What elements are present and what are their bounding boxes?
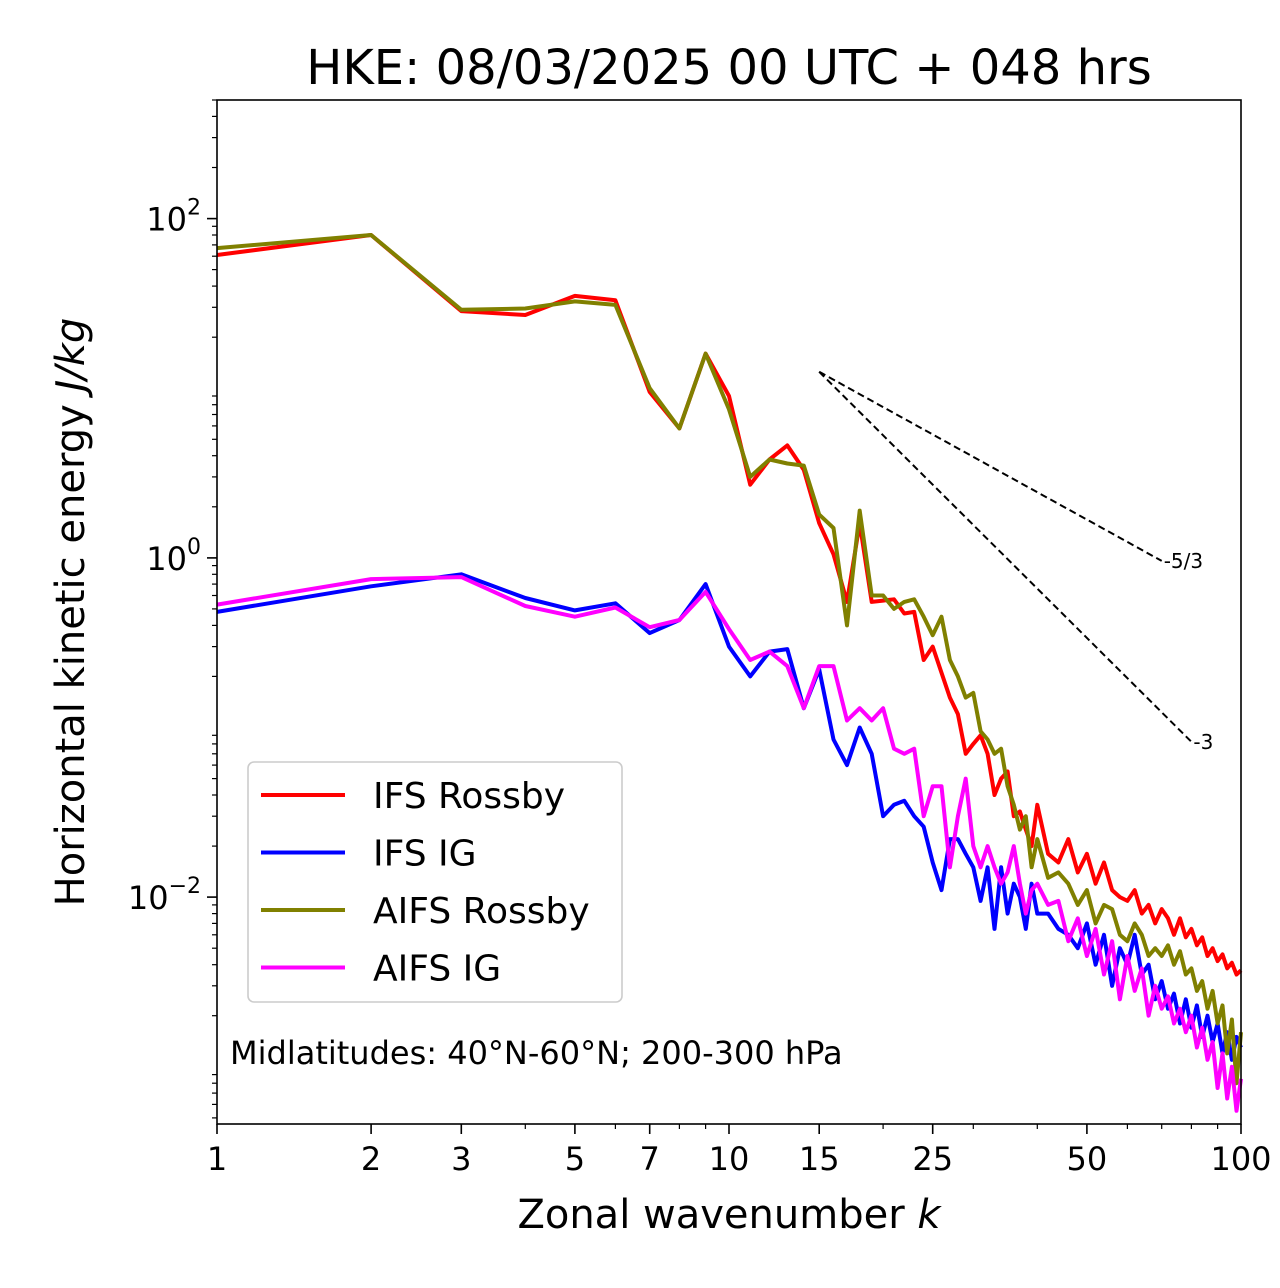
legend-label-ifs-rossby: IFS Rossby xyxy=(373,776,565,817)
x-tick-label: 10 xyxy=(709,1140,750,1178)
x-axis-label-variable: k xyxy=(917,1192,942,1238)
x-tick-label: 25 xyxy=(912,1140,953,1178)
legend-box xyxy=(247,761,623,1003)
y-axis-label-unit: J/kg xyxy=(48,318,94,399)
x-tick-label: 5 xyxy=(565,1140,585,1178)
reference-line-label-3: -3 xyxy=(1193,730,1213,754)
legend-label-aifs-rossby: AIFS Rossby xyxy=(373,891,590,932)
y-tick-label: 100 xyxy=(146,535,201,578)
legend: IFS Rossby IFS IG AIFS Rossby AIFS IG xyxy=(247,761,623,1003)
y-tick-label: 10−2 xyxy=(128,874,201,917)
legend-label-aifs-ig: AIFS IG xyxy=(373,949,501,990)
x-tick-label: 2 xyxy=(361,1140,381,1178)
plot-area xyxy=(216,233,1243,1113)
x-axis-label-text: Zonal wavenumber xyxy=(517,1192,917,1238)
y-axis-label-text: Horizontal kinetic energy xyxy=(48,392,94,907)
y-axis-label: Horizontal kinetic energy J/kg xyxy=(48,318,94,907)
x-tick-label: 50 xyxy=(1067,1140,1108,1178)
x-tick-label: 3 xyxy=(451,1140,471,1178)
x-tick-label: 15 xyxy=(799,1140,840,1178)
reference-lines: -5/3 -3 xyxy=(818,370,1213,754)
series-line-ifs-ig xyxy=(216,572,1243,1062)
chart-title: HKE: 08/03/2025 00 UTC + 048 hrs xyxy=(306,40,1152,96)
series-line-aifs-rossby xyxy=(216,233,1243,1086)
region-annotation: Midlatitudes: 40°N-60°N; 200-300 hPa xyxy=(230,1034,843,1072)
y-tick-label: 102 xyxy=(146,196,201,239)
legend-items: IFS Rossby IFS IG AIFS Rossby AIFS IG xyxy=(261,776,590,990)
reference-line-label-5-3: -5/3 xyxy=(1164,549,1203,573)
axis-ticks: 1 2 3 5 7 10 15 25 50 100 10−2 100 102 xyxy=(128,99,1272,1178)
x-tick-label: 7 xyxy=(640,1140,660,1178)
legend-label-ifs-ig: IFS IG xyxy=(373,834,477,875)
x-tick-label: 1 xyxy=(207,1140,227,1178)
x-axis-label: Zonal wavenumber k xyxy=(517,1192,942,1238)
series-line-aifs-ig xyxy=(216,575,1243,1113)
x-tick-label: 100 xyxy=(1210,1140,1271,1178)
